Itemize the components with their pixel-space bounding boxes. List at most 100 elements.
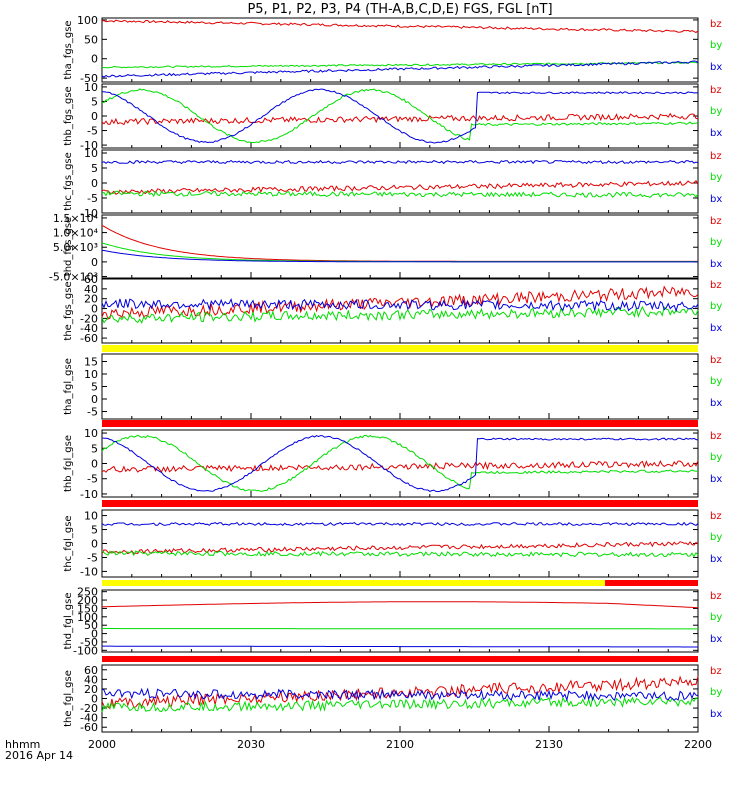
y-tick-label: -50	[80, 72, 98, 85]
series-bz	[101, 541, 699, 555]
series-by	[101, 305, 699, 325]
legend-bx: bx	[710, 474, 722, 485]
legend-by: by	[710, 106, 722, 117]
y-tick-label: 1.0×10⁴	[53, 227, 99, 240]
y-axis-label: the_fgs_gse	[63, 281, 74, 340]
legend-bz: bz	[710, 216, 722, 227]
y-axis-label: thd_fgs_gse	[63, 217, 74, 276]
series-bz	[101, 112, 699, 126]
panel-thb_fgs_gse: 105 0 -5-10 thb_fgs_gse bz by bx	[63, 81, 722, 152]
y-tick-label: -5	[87, 473, 98, 486]
series-by	[101, 242, 698, 263]
y-tick-label: 100	[77, 611, 98, 624]
legend-by: by	[710, 172, 722, 183]
y-tick-label: 1.5×10⁴	[53, 212, 99, 225]
y-axis-label: tha_fgl_gse	[63, 358, 74, 415]
legend-by: by	[710, 687, 722, 698]
y-tick-label: 5	[91, 381, 98, 394]
y-axis-label: tha_fgs_gse	[63, 20, 74, 79]
status-bar	[102, 580, 605, 586]
y-tick-label: 150	[77, 602, 98, 615]
y-tick-label: -20	[80, 312, 98, 325]
legend-by: by	[710, 376, 722, 387]
panel-frame	[101, 149, 699, 214]
series-bz	[101, 601, 699, 609]
legend-bx: bx	[710, 634, 722, 645]
legend-bz: bz	[710, 591, 722, 602]
y-tick-label: -5	[87, 551, 98, 564]
y-tick-label: 0	[91, 177, 98, 190]
y-tick-label: -100	[73, 644, 98, 657]
y-tick-label: 0	[91, 53, 98, 66]
status-bar	[102, 345, 698, 352]
footer-time-label: hhmm	[5, 738, 40, 751]
legend-by: by	[710, 612, 722, 623]
legend-bz: bz	[710, 280, 722, 291]
legend-by: by	[710, 532, 722, 543]
legend-bz: bz	[710, 355, 722, 366]
legend-bz: bz	[710, 85, 722, 96]
y-tick-label: -5.0×10³	[49, 271, 98, 284]
x-tick-label: 2000	[88, 738, 116, 751]
series-by	[101, 88, 699, 144]
status-bar	[605, 580, 698, 586]
y-tick-label: 0	[91, 393, 98, 406]
y-tick-label: 10	[84, 147, 98, 160]
y-axis-label: the_fgl_gse	[63, 670, 74, 727]
footer-date-label: 2016 Apr 14	[5, 749, 73, 762]
series-bx	[101, 249, 698, 263]
panel-thb_fgl_gse: 10 5 0 -5 -10 thb_fgl_gse bz by bx	[63, 427, 722, 501]
series-bx	[101, 60, 699, 78]
series-bx	[101, 687, 699, 702]
series-by	[101, 434, 699, 492]
legend-bz: bz	[710, 19, 722, 30]
y-tick-label: 250	[77, 586, 98, 599]
legend-bx: bx	[710, 709, 722, 720]
y-tick-label: 0	[91, 693, 98, 706]
panel-frame	[101, 589, 699, 653]
legend-bx: bx	[710, 554, 722, 565]
x-tick-label: 2100	[386, 738, 414, 751]
y-tick-label: 5	[91, 442, 98, 455]
y-tick-label: -5	[87, 192, 98, 205]
y-tick-label: -60	[80, 721, 98, 734]
y-tick-label: 0	[91, 303, 98, 316]
series-bz	[101, 19, 699, 34]
y-tick-label: 0	[91, 458, 98, 471]
series-bz	[101, 285, 699, 320]
plot-title: P5, P1, P2, P3, P4 (TH-A,B,C,D,E) FGS, F…	[247, 2, 552, 17]
panel-tha_fgs_gse: 100 50 0 -50 tha_fgs_gse bz by bx	[63, 14, 722, 85]
legend-bz: bz	[710, 666, 722, 677]
y-tick-label: -40	[80, 712, 98, 725]
series-bx	[101, 521, 699, 526]
y-tick-label: 5	[91, 95, 98, 108]
y-tick-label: -10	[80, 565, 98, 578]
x-tick-label: 2030	[237, 738, 265, 751]
legend-bz: bz	[710, 511, 722, 522]
legend-bx: bx	[710, 398, 722, 409]
y-tick-label: -10	[80, 139, 98, 152]
legend-by: by	[710, 40, 722, 51]
legend-bz: bz	[710, 151, 722, 162]
y-tick-label: -20	[80, 702, 98, 715]
legend-bx: bx	[710, 62, 722, 73]
series-bx	[101, 297, 699, 313]
panel-frame	[101, 214, 699, 279]
series-bz	[101, 179, 699, 195]
panel-frame	[101, 353, 699, 420]
legend-bx: bx	[710, 128, 722, 139]
panel-thc_fgs_gse: 10 5 0 -5 -10 thc_fgs_gse bz by bx	[63, 147, 722, 220]
x-tick-label: 2130	[535, 738, 563, 751]
y-tick-label: 0	[91, 256, 98, 269]
legend-by: by	[710, 301, 722, 312]
y-tick-label: 0	[91, 110, 98, 123]
y-tick-label: -50	[80, 636, 98, 649]
y-tick-label: 50	[84, 33, 98, 46]
